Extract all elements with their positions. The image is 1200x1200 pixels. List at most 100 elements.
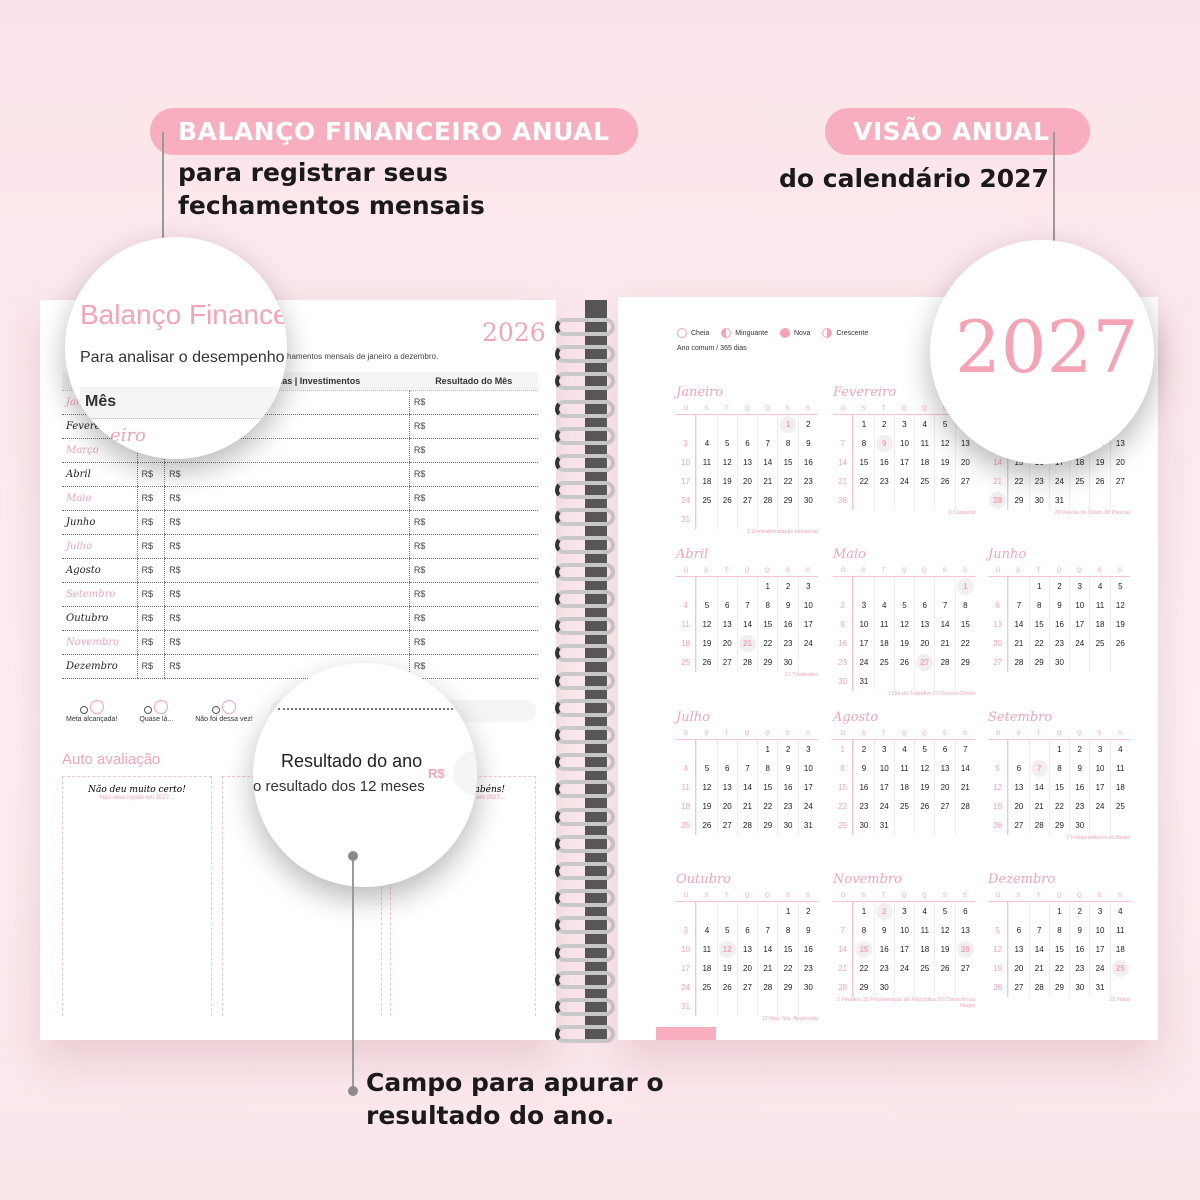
amount-cell[interactable]: R$ — [408, 654, 538, 679]
day-cell[interactable]: 15 — [1028, 615, 1049, 634]
day-cell[interactable]: 30 — [1028, 491, 1049, 510]
day-cell[interactable]: 30 — [833, 672, 854, 691]
day-cell[interactable]: 15 — [777, 940, 797, 959]
day-cell[interactable]: 7 — [1008, 596, 1028, 615]
day-cell[interactable]: 18 — [676, 797, 697, 816]
day-cell[interactable]: 23 — [797, 959, 818, 978]
day-cell[interactable]: 16 — [873, 453, 894, 472]
day-cell[interactable]: 6 — [988, 596, 1009, 615]
day-cell[interactable]: 9 — [873, 434, 894, 453]
day-cell[interactable]: 22 — [1008, 472, 1028, 491]
day-cell[interactable]: 14 — [833, 940, 854, 959]
day-cell[interactable]: 26 — [1089, 472, 1109, 491]
day-cell[interactable]: 1 — [777, 902, 797, 921]
day-cell[interactable]: 9 — [853, 759, 873, 778]
day-cell[interactable]: 15 — [954, 615, 975, 634]
day-cell[interactable]: 11 — [914, 434, 934, 453]
amount-cell[interactable]: R$ — [136, 486, 165, 511]
amount-cell[interactable]: R$ — [164, 606, 410, 631]
day-cell[interactable]: 20 — [1008, 959, 1028, 978]
day-cell[interactable]: 11 — [893, 759, 914, 778]
day-cell[interactable]: 30 — [1048, 653, 1069, 672]
day-cell[interactable]: 30 — [853, 816, 873, 835]
day-cell[interactable]: 10 — [1089, 759, 1109, 778]
day-cell[interactable]: 6 — [954, 902, 975, 921]
day-cell[interactable]: 2 — [853, 740, 873, 759]
day-cell[interactable]: 28 — [954, 797, 975, 816]
day-cell[interactable]: 18 — [1109, 778, 1130, 797]
day-cell[interactable]: 26 — [934, 959, 954, 978]
day-cell[interactable]: 6 — [934, 740, 954, 759]
day-cell[interactable]: 18 — [696, 959, 716, 978]
day-cell[interactable]: 20 — [736, 959, 757, 978]
day-cell[interactable]: 1 — [833, 740, 854, 759]
day-cell[interactable]: 21 — [833, 959, 854, 978]
day-cell[interactable]: 27 — [1109, 472, 1130, 491]
day-cell[interactable]: 31 — [1048, 491, 1069, 510]
day-cell[interactable]: 15 — [1048, 778, 1069, 797]
day-cell[interactable]: 16 — [1069, 940, 1089, 959]
day-cell[interactable]: 13 — [1109, 434, 1130, 453]
amount-cell[interactable]: R$ — [164, 462, 410, 487]
day-cell[interactable]: 30 — [1069, 978, 1089, 997]
day-cell[interactable]: 25 — [696, 978, 716, 997]
day-cell[interactable]: 4 — [676, 596, 697, 615]
day-cell[interactable]: 8 — [853, 921, 873, 940]
day-cell[interactable]: 3 — [1089, 740, 1109, 759]
day-cell[interactable]: 21 — [1028, 959, 1049, 978]
amount-cell[interactable]: R$ — [164, 558, 410, 583]
day-cell[interactable]: 28 — [736, 816, 757, 835]
day-cell[interactable]: 13 — [988, 615, 1009, 634]
day-cell[interactable]: 30 — [777, 816, 797, 835]
day-cell[interactable]: 4 — [696, 434, 716, 453]
day-cell[interactable]: 7 — [757, 921, 777, 940]
day-cell[interactable]: 25 — [914, 959, 934, 978]
day-cell[interactable]: 28 — [736, 653, 757, 672]
day-cell[interactable]: 3 — [873, 740, 894, 759]
day-cell[interactable]: 11 — [1109, 759, 1130, 778]
day-cell[interactable]: 3 — [893, 415, 914, 434]
day-cell[interactable]: 5 — [716, 921, 737, 940]
day-cell[interactable]: 2 — [873, 415, 894, 434]
day-cell[interactable]: 19 — [934, 940, 954, 959]
day-cell[interactable]: 26 — [696, 816, 716, 835]
day-cell[interactable]: 26 — [893, 653, 914, 672]
day-cell[interactable]: 3 — [676, 434, 697, 453]
day-cell[interactable]: 8 — [1028, 596, 1049, 615]
day-cell[interactable]: 10 — [853, 615, 873, 634]
day-cell[interactable]: 6 — [1008, 759, 1028, 778]
day-cell[interactable]: 25 — [1069, 472, 1089, 491]
day-cell[interactable]: 12 — [914, 759, 934, 778]
day-cell[interactable]: 4 — [914, 902, 934, 921]
day-cell[interactable]: 28 — [1028, 978, 1049, 997]
day-cell[interactable]: 16 — [797, 453, 818, 472]
day-cell[interactable]: 29 — [757, 816, 777, 835]
day-cell[interactable]: 31 — [797, 816, 818, 835]
day-cell[interactable]: 7 — [954, 740, 975, 759]
day-cell[interactable]: 24 — [873, 797, 894, 816]
day-cell[interactable]: 29 — [833, 816, 854, 835]
day-cell[interactable]: 7 — [736, 759, 757, 778]
day-cell[interactable]: 24 — [1048, 472, 1069, 491]
day-cell[interactable]: 19 — [716, 959, 737, 978]
day-cell[interactable]: 8 — [954, 596, 975, 615]
day-cell[interactable]: 23 — [1028, 472, 1049, 491]
day-cell[interactable]: 28 — [833, 978, 854, 997]
day-cell[interactable]: 2 — [777, 577, 797, 596]
day-cell[interactable]: 14 — [757, 940, 777, 959]
day-cell[interactable]: 22 — [853, 959, 873, 978]
day-cell[interactable]: 6 — [716, 759, 737, 778]
day-cell[interactable]: 24 — [1069, 634, 1089, 653]
day-cell[interactable]: 19 — [1089, 453, 1109, 472]
day-cell[interactable]: 8 — [1048, 759, 1069, 778]
day-cell[interactable]: 15 — [853, 940, 874, 959]
day-cell[interactable]: 18 — [1069, 453, 1089, 472]
amount-cell[interactable]: R$ — [408, 462, 538, 487]
day-cell[interactable]: 19 — [893, 634, 914, 653]
day-cell[interactable]: 2 — [797, 902, 818, 921]
day-cell[interactable]: 9 — [777, 596, 797, 615]
day-cell[interactable]: 24 — [853, 653, 873, 672]
day-cell[interactable]: 16 — [873, 940, 894, 959]
day-cell[interactable]: 2 — [873, 902, 894, 921]
day-cell[interactable]: 27 — [1008, 816, 1028, 835]
